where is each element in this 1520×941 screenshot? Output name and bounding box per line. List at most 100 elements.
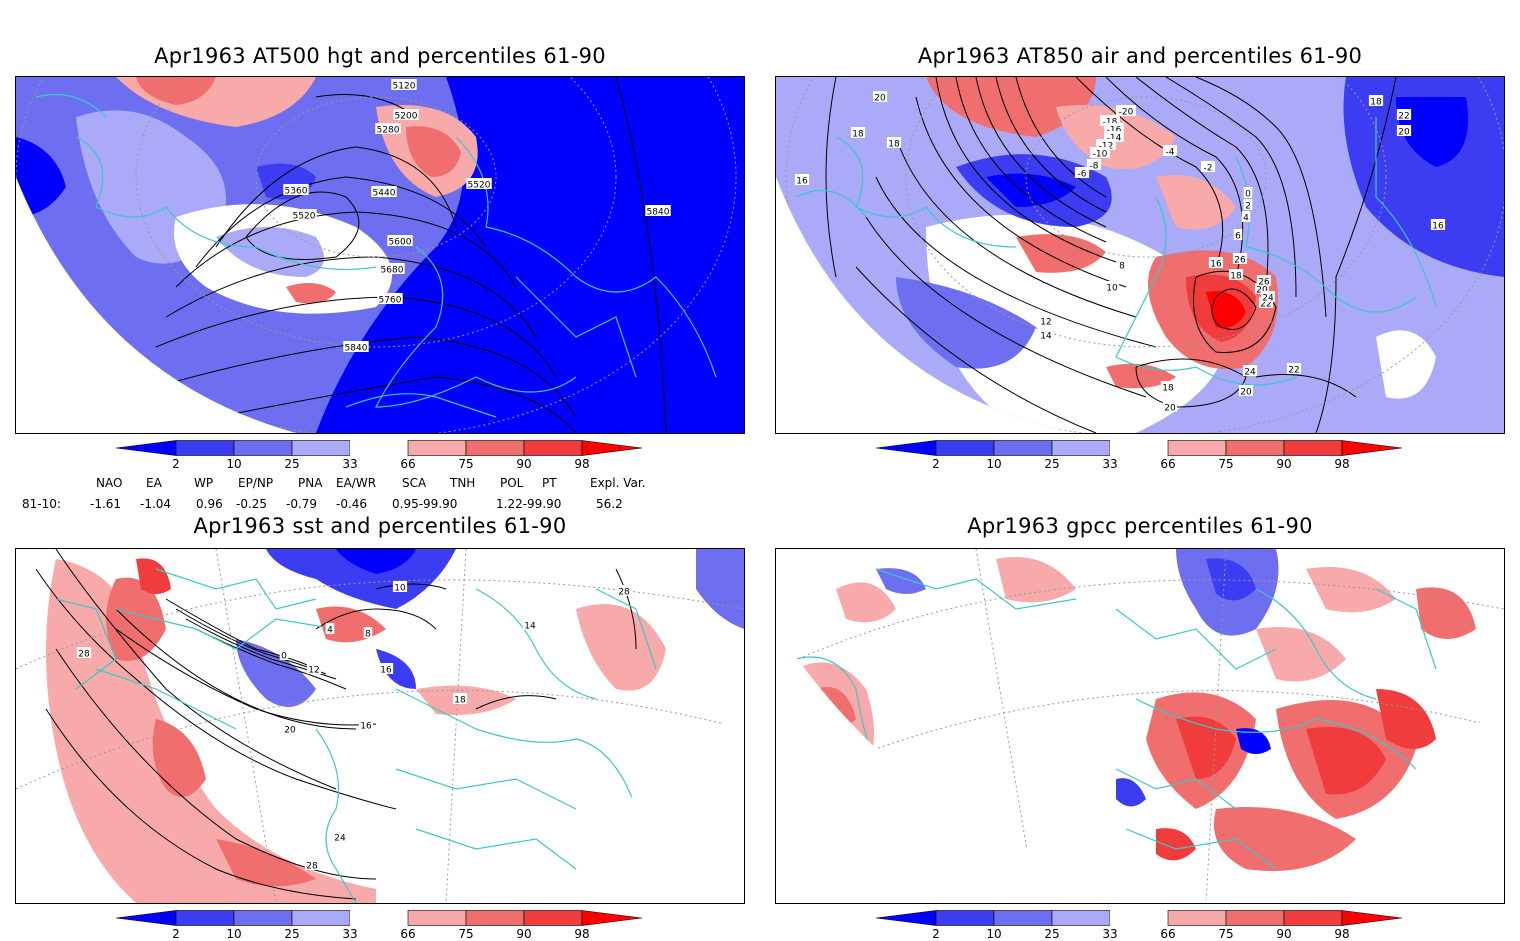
colorbar-label: 10 bbox=[226, 927, 242, 941]
panel-title-t850: Apr1963 AT850 air and percentiles 61-90 bbox=[917, 44, 1363, 68]
colorbar-segment bbox=[465, 440, 525, 456]
colorbar-label: 2 bbox=[932, 457, 940, 471]
svg-text:5840: 5840 bbox=[345, 344, 368, 354]
tele-header-nao: NAO bbox=[96, 476, 123, 490]
colorbar-segment bbox=[1110, 440, 1168, 456]
map-panel-z500: 5120 5200 5280 5360 5440 5520 5520 5600 5680 5760… bbox=[15, 76, 745, 434]
contour-label: 5440 bbox=[371, 186, 397, 199]
panel-title-sst: Apr1963 sst and percentiles 61-90 bbox=[193, 514, 567, 538]
map-panel-t850: 20 18 18 16 -20 -18 -16 -14 -12 -10 -8 -6 -4 -2 0 2 4 6 8 1… bbox=[775, 76, 1505, 434]
contour-label: 6 bbox=[1233, 229, 1243, 242]
contour-label: 18 bbox=[1368, 95, 1384, 108]
svg-text:5440: 5440 bbox=[373, 189, 396, 199]
contour-label: -6 bbox=[1074, 167, 1090, 180]
contour-label: -10 bbox=[1090, 147, 1110, 160]
svg-text:20: 20 bbox=[1164, 404, 1176, 414]
contour-label: 28 bbox=[304, 859, 320, 872]
contour-label: 16 bbox=[1208, 257, 1224, 270]
contour-label: 24 bbox=[1260, 291, 1276, 304]
colorbar-segment bbox=[291, 910, 351, 926]
colorbar-t850 bbox=[875, 440, 1404, 456]
tele-header-expl-var: Expl. Var. bbox=[590, 476, 646, 490]
tele-value-eawr: -0.46 bbox=[336, 497, 368, 511]
contour-label: 5600 bbox=[387, 235, 413, 248]
tele-value-expl-var: 56.2 bbox=[596, 497, 623, 511]
svg-text:20: 20 bbox=[874, 94, 886, 104]
colorbar-label: 33 bbox=[1102, 457, 1118, 471]
contour-label: 22 bbox=[1396, 109, 1412, 122]
svg-text:5840: 5840 bbox=[647, 208, 670, 218]
tele-header-ea: EA bbox=[146, 476, 162, 490]
colorbar-label: 25 bbox=[284, 457, 300, 471]
contour-label: 8 bbox=[1117, 259, 1127, 272]
svg-text:24: 24 bbox=[1262, 294, 1274, 304]
svg-text:-12: -12 bbox=[1099, 142, 1114, 152]
contour-label: 26 bbox=[1256, 275, 1272, 288]
contour-label: 24 bbox=[1242, 365, 1258, 378]
colorbar-label: 66 bbox=[400, 457, 416, 471]
tele-value-pna: -0.79 bbox=[286, 497, 318, 511]
contour-label: 5840 bbox=[645, 205, 671, 218]
colorbar-label: 25 bbox=[1044, 927, 1060, 941]
panel-title-z500: Apr1963 AT500 hgt and percentiles 61-90 bbox=[154, 44, 606, 68]
contour-label: 8 bbox=[363, 627, 373, 640]
svg-text:5600: 5600 bbox=[389, 238, 412, 248]
contour-label: 14 bbox=[522, 619, 538, 632]
contour-label: 5520 bbox=[466, 178, 492, 191]
contour-label: 18 bbox=[452, 693, 468, 706]
colorbar-label: 10 bbox=[226, 457, 242, 471]
colorbar-label: 98 bbox=[1334, 457, 1350, 471]
colorbar-label: 25 bbox=[1044, 457, 1060, 471]
contour-label: 28 bbox=[76, 647, 92, 660]
contour-label: 22 bbox=[1258, 297, 1274, 310]
contour-label: 18 bbox=[850, 127, 866, 140]
contour-label: 12 bbox=[306, 663, 322, 676]
contour-label: 24 bbox=[332, 831, 348, 844]
svg-text:5280: 5280 bbox=[377, 126, 400, 136]
contour-label: 10 bbox=[392, 581, 408, 594]
svg-text:-16: -16 bbox=[1107, 126, 1122, 136]
svg-text:16: 16 bbox=[380, 666, 392, 676]
colorbar-label: 90 bbox=[516, 927, 532, 941]
colorbar-z500 bbox=[115, 440, 644, 456]
colorbar-label: 66 bbox=[400, 927, 416, 941]
colorbar-label: 90 bbox=[1276, 457, 1292, 471]
svg-text:0: 0 bbox=[281, 652, 287, 662]
svg-text:12: 12 bbox=[1040, 318, 1051, 328]
colorbar-segment bbox=[175, 910, 235, 926]
colorbar-label: 98 bbox=[1334, 927, 1350, 941]
svg-text:14: 14 bbox=[1040, 332, 1052, 342]
colorbar-sst bbox=[115, 910, 644, 926]
contour-label: -20 bbox=[1116, 105, 1136, 118]
colorbar-segment bbox=[1167, 440, 1227, 456]
svg-text:24: 24 bbox=[1244, 368, 1256, 378]
svg-text:24: 24 bbox=[334, 834, 346, 844]
svg-text:18: 18 bbox=[1162, 384, 1174, 394]
svg-text:-2: -2 bbox=[1204, 164, 1213, 174]
tele-value-sca: 0.95-99.90 bbox=[392, 497, 458, 511]
contour-label: 16 bbox=[1430, 219, 1446, 232]
colorbar-label: 10 bbox=[986, 457, 1002, 471]
svg-text:16: 16 bbox=[1210, 260, 1222, 270]
colorbar-segment bbox=[350, 910, 408, 926]
colorbar-label: 33 bbox=[342, 927, 358, 941]
contour-label: 5760 bbox=[377, 293, 403, 306]
colorbar-label: 33 bbox=[1102, 927, 1118, 941]
svg-text:28: 28 bbox=[618, 588, 630, 598]
panel-title-gpcc: Apr1963 gpcc percentiles 61-90 bbox=[967, 514, 1313, 538]
contour-label: 16 bbox=[358, 719, 374, 732]
colorbar-label: 75 bbox=[1218, 927, 1234, 941]
tele-header-pna: PNA bbox=[298, 476, 323, 490]
colorbar-segment bbox=[350, 440, 408, 456]
svg-text:20: 20 bbox=[1398, 128, 1410, 138]
svg-text:26: 26 bbox=[1234, 256, 1246, 266]
colorbar-label: 98 bbox=[574, 457, 590, 471]
contour-label: 18 bbox=[886, 137, 902, 150]
colorbar-extend-low bbox=[875, 440, 937, 456]
contour-label: 20 bbox=[282, 723, 298, 736]
colorbar-segment bbox=[935, 440, 995, 456]
tele-header-tnh: TNH bbox=[450, 476, 476, 490]
contour-label: 5200 bbox=[393, 109, 419, 122]
contour-label: 20 bbox=[1162, 401, 1178, 414]
svg-text:16: 16 bbox=[796, 177, 808, 187]
